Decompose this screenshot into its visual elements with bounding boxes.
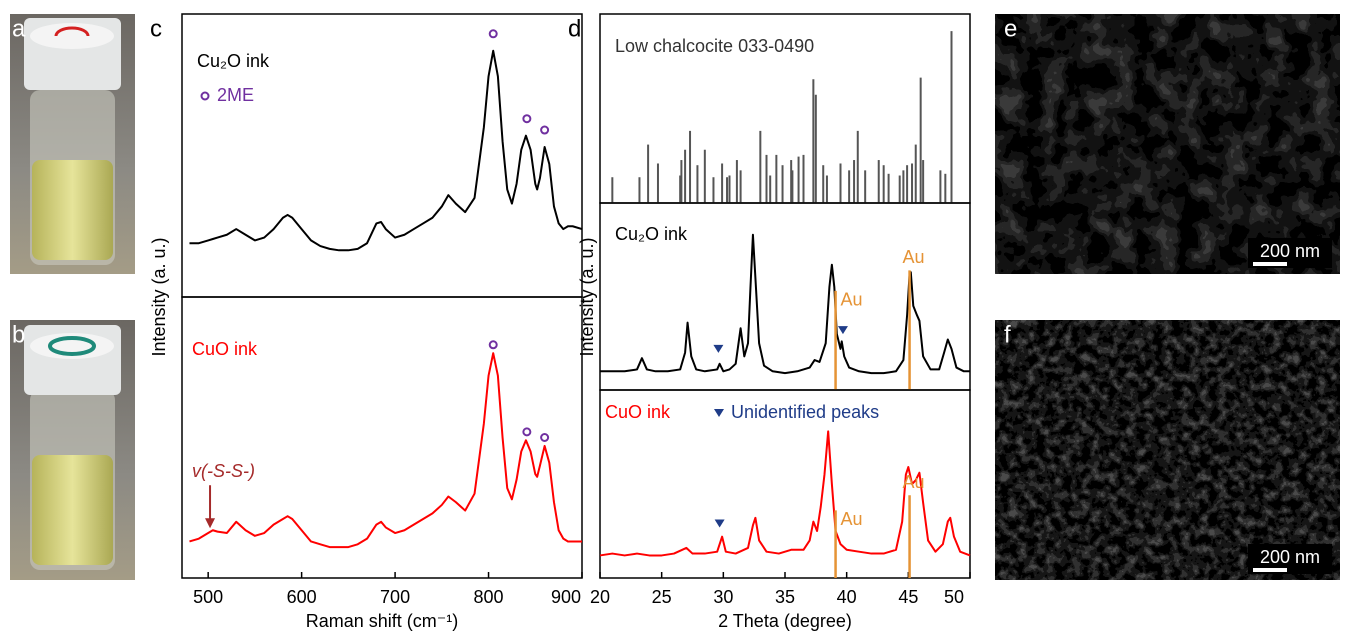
marker — [837, 326, 848, 335]
x-tick-label: 45 — [898, 587, 918, 607]
series-label: CuO ink — [605, 402, 671, 422]
marker — [714, 519, 725, 528]
marker — [713, 344, 724, 353]
x-tick-label: 50 — [944, 587, 964, 607]
x-axis-label: 2 Theta (degree) — [718, 611, 852, 631]
au-label: Au — [903, 472, 925, 492]
series-label: CuO ink — [192, 339, 258, 359]
arrow-head — [205, 518, 216, 529]
panel-letter: b — [12, 321, 25, 348]
marker — [488, 29, 498, 39]
panel-letter: a — [12, 15, 26, 42]
sem-image-f — [995, 320, 1340, 580]
marker — [540, 125, 550, 135]
marker — [522, 114, 532, 124]
spectrum-line — [599, 430, 971, 557]
reference-title: Low chalcocite 033-0490 — [615, 36, 814, 56]
spectrum-line — [189, 352, 582, 549]
x-tick-label: 800 — [474, 587, 504, 607]
marker — [488, 340, 498, 350]
series-label: Cu₂O ink — [615, 224, 688, 244]
x-tick-label: 40 — [837, 587, 857, 607]
panel-letter: e — [1004, 15, 1017, 42]
x-tick-label: 900 — [551, 587, 581, 607]
x-tick-label: 25 — [652, 587, 672, 607]
x-axis-label: Raman shift (cm⁻¹) — [306, 611, 459, 631]
y-axis-label: Intensity (a. u.) — [149, 237, 169, 356]
photo-vial-a — [10, 14, 135, 274]
legend-label: 2ME — [217, 85, 254, 105]
series-label: Cu₂O ink — [197, 51, 270, 71]
au-label: Au — [841, 509, 863, 529]
x-tick-label: 35 — [775, 587, 795, 607]
plot-frame — [181, 296, 583, 579]
scale-bar-label: 200 nm — [1260, 241, 1320, 261]
legend-marker — [200, 91, 210, 101]
spectrum-line — [189, 49, 583, 252]
au-label: Au — [841, 290, 863, 310]
x-tick-label: 700 — [380, 587, 410, 607]
panel-letter: d — [568, 15, 581, 42]
x-tick-label: 600 — [287, 587, 317, 607]
marker — [522, 427, 532, 437]
marker — [540, 433, 550, 442]
sem-image-e — [995, 14, 1340, 274]
legend-label: Unidentified peaks — [731, 402, 879, 422]
spectrum-line — [600, 233, 970, 375]
photo-vial-b — [10, 320, 135, 580]
x-tick-label: 20 — [590, 587, 610, 607]
scale-bar-label: 200 nm — [1260, 547, 1320, 567]
y-axis-label: Intensity (a. u.) — [577, 237, 597, 356]
panel-letter: f — [1004, 321, 1011, 348]
au-label: Au — [903, 247, 925, 267]
x-tick-label: 30 — [713, 587, 733, 607]
legend-marker — [714, 409, 724, 417]
panel-letter: c — [150, 15, 162, 42]
x-tick-label: 500 — [193, 587, 223, 607]
annotation-label: v(-S-S-) — [192, 461, 255, 481]
